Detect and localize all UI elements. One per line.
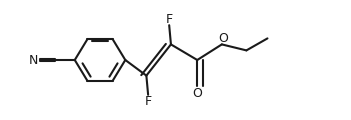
Text: F: F: [145, 95, 152, 108]
Text: O: O: [192, 87, 202, 100]
Text: N: N: [29, 54, 38, 66]
Text: O: O: [218, 33, 228, 45]
Text: F: F: [166, 13, 173, 26]
